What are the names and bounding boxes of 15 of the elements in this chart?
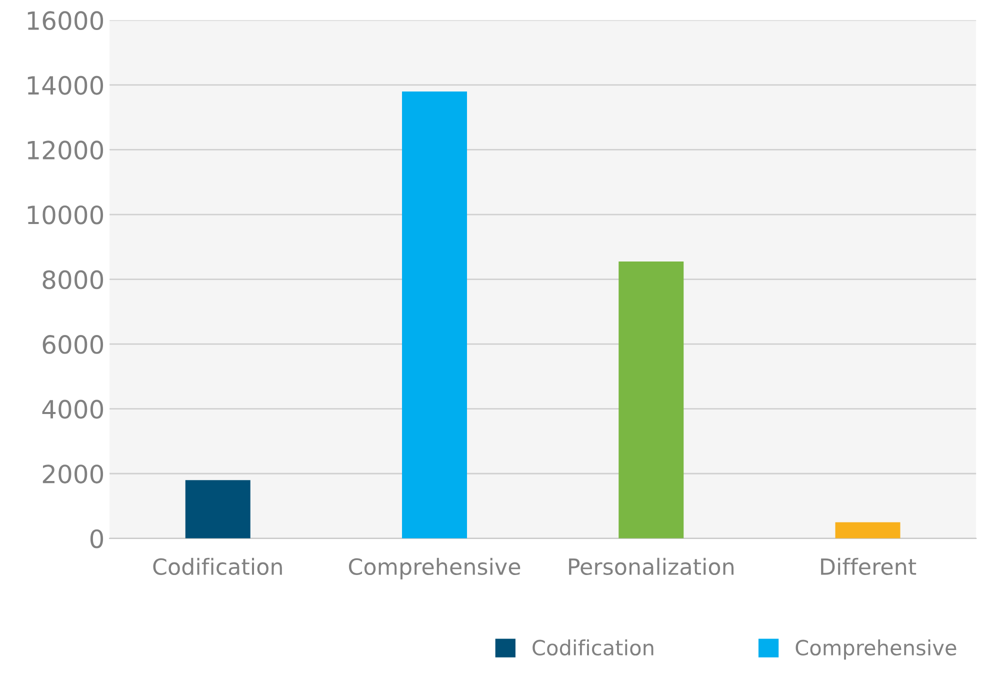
y-tick-label: 6000: [42, 335, 104, 354]
y-tick-label: 12000: [28, 140, 104, 160]
y-tick-label: 16000: [28, 11, 104, 30]
y-tick-label: 4000: [42, 400, 104, 419]
y-tick-label: 0: [90, 529, 104, 548]
y-tick-label: 14000: [28, 76, 104, 95]
legend-label: Comprehensive: [796, 639, 956, 660]
legend-label: Codification: [532, 639, 654, 656]
x-tick-label: Different: [821, 558, 916, 576]
x-tick-label: Personalization: [569, 558, 734, 576]
y-tick-label: 10000: [28, 205, 104, 224]
y-tick-label: 2000: [42, 464, 104, 484]
y-tick-label: 8000: [42, 270, 104, 290]
x-tick-label: Codification: [153, 558, 282, 576]
x-tick-label: Comprehensive: [348, 558, 520, 580]
